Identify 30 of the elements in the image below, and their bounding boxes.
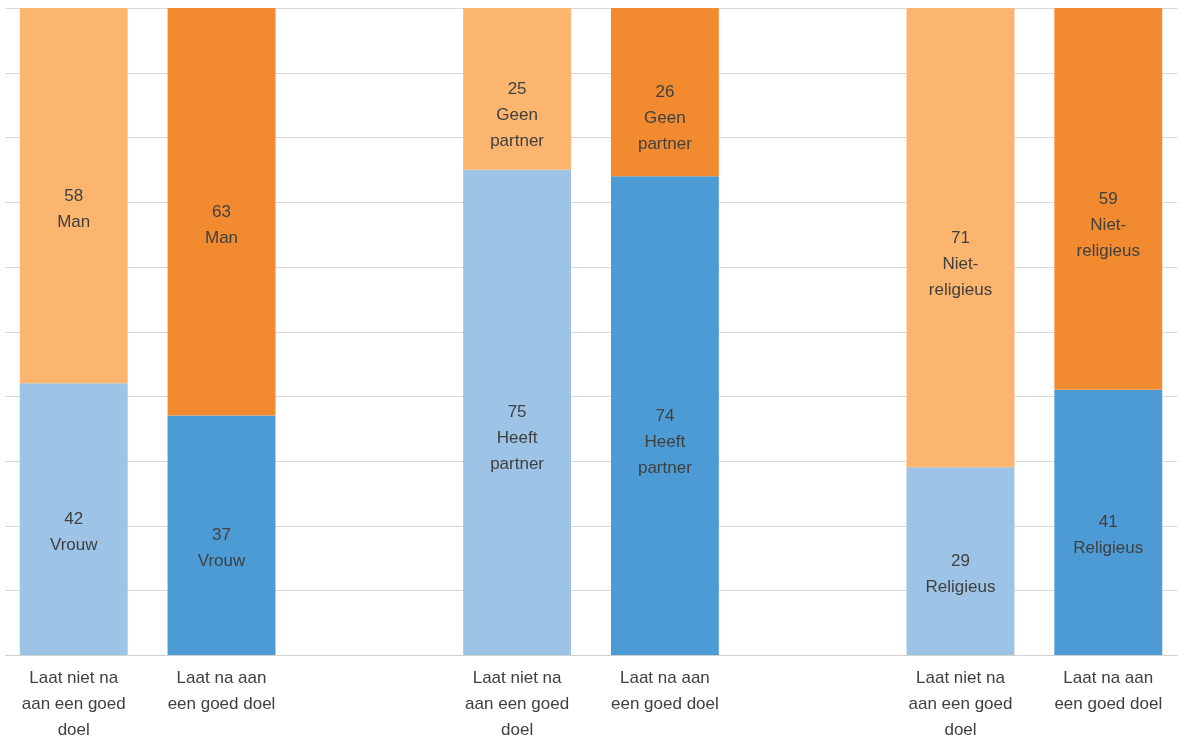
data-label: 74 Heeft partner (637, 405, 693, 477)
data-label: 42 Vrouw (49, 509, 99, 555)
data-label: 37 Vrouw (197, 525, 247, 571)
data-label: 58 Man (57, 185, 91, 231)
data-label: 25 Geen partner (490, 78, 545, 150)
bar (463, 8, 572, 170)
data-label: 63 Man (204, 201, 239, 247)
data-label: 71 Niet- religieus (928, 227, 993, 299)
bar (19, 383, 128, 655)
data-label: 59 Niet- religieus (1076, 188, 1140, 260)
bar (19, 8, 128, 384)
x-tick-label: Laat niet na aan een goed doel (908, 667, 1013, 739)
x-tick-label: Laat na aan een goed doel (1054, 667, 1163, 713)
data-label: 26 Geen partner (637, 82, 693, 154)
bar (463, 169, 572, 655)
bar (1054, 8, 1163, 390)
bar (167, 415, 276, 655)
bar (1054, 389, 1163, 655)
x-tick-label: Laat na aan een goed doel (167, 667, 276, 713)
bar (906, 8, 1015, 468)
data-label: 29 Religieus (925, 551, 996, 597)
bar (906, 467, 1015, 655)
bar (167, 8, 276, 416)
x-tick-label: Laat niet na aan een goed doel (21, 667, 126, 739)
bar (610, 8, 719, 177)
data-label: 41 Religieus (1073, 512, 1144, 558)
x-tick-label: Laat niet na aan een goed doel (465, 667, 570, 739)
x-tick-label: Laat na aan een goed doel (611, 667, 719, 713)
bar (610, 176, 719, 655)
data-label: 75 Heeft partner (490, 402, 545, 474)
